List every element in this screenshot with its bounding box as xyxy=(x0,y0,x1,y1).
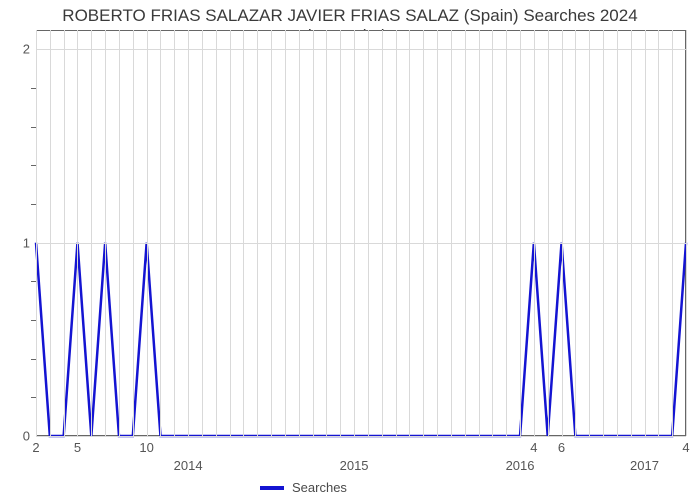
grid-v xyxy=(672,30,673,436)
grid-v xyxy=(562,30,563,436)
legend-label: Searches xyxy=(292,480,347,495)
grid-v xyxy=(216,30,217,436)
grid-v xyxy=(36,30,37,436)
grid-v xyxy=(326,30,327,436)
grid-h xyxy=(36,436,686,437)
xtick-label: 5 xyxy=(74,436,81,455)
grid-h xyxy=(36,49,686,50)
grid-v xyxy=(77,30,78,436)
grid-v xyxy=(188,30,189,436)
grid-v xyxy=(50,30,51,436)
grid-v xyxy=(603,30,604,436)
chart-container: ROBERTO FRIAS SALAZAR JAVIER FRIAS SALAZ… xyxy=(0,0,700,500)
grid-v xyxy=(548,30,549,436)
grid-v xyxy=(354,30,355,436)
grid-v xyxy=(437,30,438,436)
grid-v xyxy=(492,30,493,436)
ytick-minor xyxy=(31,359,36,360)
grid-v xyxy=(230,30,231,436)
grid-v xyxy=(285,30,286,436)
ytick-label: 1 xyxy=(23,235,36,250)
xtick-label: 6 xyxy=(558,436,565,455)
legend-swatch xyxy=(260,486,284,490)
ytick-minor xyxy=(31,281,36,282)
grid-h xyxy=(36,243,686,244)
grid-v xyxy=(479,30,480,436)
grid-v xyxy=(506,30,507,436)
grid-v xyxy=(451,30,452,436)
grid-v xyxy=(589,30,590,436)
xtick-year-label: 2015 xyxy=(340,458,369,473)
ytick-minor xyxy=(31,320,36,321)
grid-v xyxy=(340,30,341,436)
xtick-year-label: 2017 xyxy=(630,458,659,473)
grid-v xyxy=(313,30,314,436)
ytick-label: 2 xyxy=(23,42,36,57)
grid-v xyxy=(160,30,161,436)
grid-v xyxy=(658,30,659,436)
grid-v xyxy=(174,30,175,436)
grid-v xyxy=(64,30,65,436)
grid-v xyxy=(257,30,258,436)
grid-v xyxy=(645,30,646,436)
xtick-label: 10 xyxy=(139,436,153,455)
plot-area: 01225104642014201520162017 xyxy=(36,30,686,436)
xtick-label: 4 xyxy=(682,436,689,455)
grid-v xyxy=(382,30,383,436)
xtick-label: 2 xyxy=(32,436,39,455)
ytick-minor xyxy=(31,165,36,166)
grid-v xyxy=(105,30,106,436)
grid-v xyxy=(271,30,272,436)
grid-v xyxy=(686,30,687,436)
grid-v xyxy=(243,30,244,436)
grid-v xyxy=(119,30,120,436)
grid-v xyxy=(465,30,466,436)
grid-v xyxy=(368,30,369,436)
grid-v xyxy=(520,30,521,436)
ytick-minor xyxy=(31,88,36,89)
ytick-minor xyxy=(31,397,36,398)
grid-v xyxy=(299,30,300,436)
grid-v xyxy=(202,30,203,436)
grid-v xyxy=(423,30,424,436)
grid-v xyxy=(409,30,410,436)
grid-v xyxy=(575,30,576,436)
xtick-year-label: 2016 xyxy=(506,458,535,473)
grid-v xyxy=(617,30,618,436)
grid-v xyxy=(396,30,397,436)
ytick-minor xyxy=(31,204,36,205)
grid-v xyxy=(631,30,632,436)
grid-v xyxy=(133,30,134,436)
xtick-label: 4 xyxy=(530,436,537,455)
xtick-year-label: 2014 xyxy=(174,458,203,473)
grid-v xyxy=(91,30,92,436)
grid-v xyxy=(147,30,148,436)
grid-v xyxy=(534,30,535,436)
legend: Searches xyxy=(260,480,347,495)
ytick-minor xyxy=(31,127,36,128)
